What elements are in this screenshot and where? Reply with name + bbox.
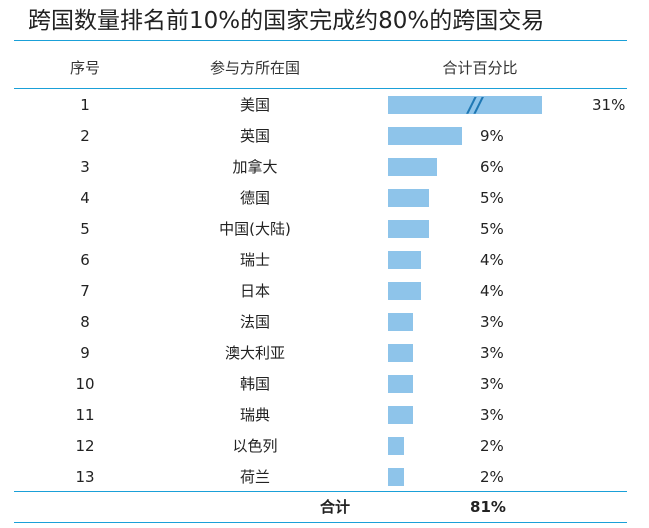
bar [388,468,404,486]
bottom-divider [14,522,627,523]
total-divider [14,491,627,492]
axis-break-mark: // [468,93,483,117]
bar [388,251,421,269]
total-label: 合计 [319,498,350,516]
bar [388,127,462,145]
row-index: 8 [80,313,90,331]
bar [388,406,413,424]
row-index: 9 [80,344,90,362]
row-country: 加拿大 [232,158,278,176]
row-index: 2 [80,127,90,145]
bar-value-label: 3% [480,313,504,331]
row-index: 12 [75,437,95,455]
bar-value-label: 3% [480,406,504,424]
bar-value-label: 4% [480,251,504,269]
bar-value-label: 9% [480,127,504,145]
row-index: 7 [80,282,90,300]
row-country: 瑞典 [239,406,270,424]
header-share: 合计百分比 [442,59,518,77]
bar-value-label: 4% [480,282,504,300]
bar-value-label: 6% [480,158,504,176]
bar-value-label: 3% [480,344,504,362]
header-party: 参与方所在国 [209,59,300,77]
row-country: 韩国 [239,375,270,393]
row-index: 4 [80,189,90,207]
row-index: 1 [80,96,90,114]
row-index: 5 [80,220,90,238]
row-index: 13 [75,468,95,486]
header-divider [14,88,627,89]
title-divider [14,40,627,41]
row-country: 英国 [239,127,270,145]
bar [388,313,413,331]
page-title: 跨国数量排名前10%的国家完成约80%的跨国交易 [28,8,545,34]
row-index: 6 [80,251,90,269]
bar [388,437,404,455]
row-country: 以色列 [232,437,278,455]
bar [388,220,429,238]
row-index: 3 [80,158,90,176]
row-country: 法国 [239,313,270,331]
header-index: 序号 [69,59,100,77]
row-country: 荷兰 [239,468,270,486]
total-value: 81% [470,498,506,516]
bar-value-label: 2% [480,468,504,486]
bar-value-label: 2% [480,437,504,455]
row-index: 11 [75,406,95,424]
row-country: 瑞士 [239,251,270,269]
bar [388,96,542,114]
row-country: 中国(大陆) [219,220,291,238]
bar [388,344,413,362]
bar-value-label: 5% [480,220,504,238]
row-country: 日本 [239,282,270,300]
bar [388,375,413,393]
bar-value-label: 31% [592,96,626,114]
row-index: 10 [75,375,95,393]
bar-value-label: 3% [480,375,504,393]
bar [388,189,429,207]
row-country: 德国 [239,189,270,207]
row-country: 美国 [239,96,270,114]
bar [388,282,421,300]
row-country: 澳大利亚 [224,344,285,362]
bar [388,158,437,176]
bar-value-label: 5% [480,189,504,207]
